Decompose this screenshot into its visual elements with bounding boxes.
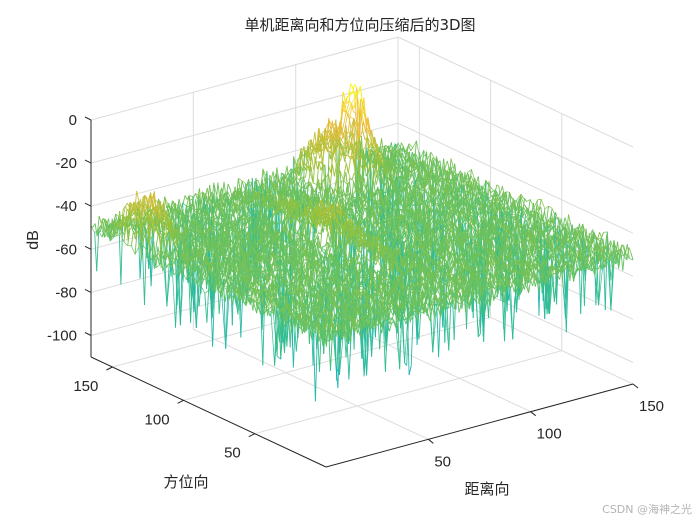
tick-labels: 0 -20 -40 -60 -80 -100 50 100 150 50 100 150 [47,112,664,470]
chart-title: 单机距离向和方位向压缩后的3D图 [244,16,475,34]
x-tick [530,411,537,417]
axes-lines [84,116,639,468]
z-tick [84,202,92,207]
z-tick-label: -60 [55,241,77,258]
x-axis-line [325,383,634,468]
grid-line-x [397,273,634,385]
z-tick [84,159,92,164]
y-tick-label: 150 [73,378,98,395]
z-tick-label: -100 [47,327,77,344]
x-tick-label: 50 [434,453,451,470]
z-tick-label: -80 [55,284,77,301]
surface-mesh [90,83,634,402]
x-tick-label: 150 [639,398,664,415]
y-tick-label: 100 [145,411,170,428]
grid-line-z [397,79,634,191]
y-tick [248,433,256,438]
z-tick [84,332,92,336]
grid-line-x [193,328,429,440]
z-tick-label: -40 [55,198,77,215]
grid-line-z [397,252,634,363]
x-tick-label: 100 [537,426,562,443]
grid-line-z [397,36,634,148]
x-tick [427,438,434,444]
y-axis-label: 方位向 [163,473,208,491]
x-axis-label: 距离向 [464,480,509,498]
z-tick [84,116,92,121]
grid-line-z [90,79,399,164]
grid-line-z [90,36,399,121]
y-tick-label: 50 [224,445,241,462]
watermark: CSDN @海神之光 [602,503,692,516]
z-tick [84,288,92,293]
y-tick [177,399,184,404]
z-axis-label: dB [25,230,42,250]
z-tick-label: -20 [55,155,77,172]
y-axis-line [90,356,327,468]
grid-line-z [397,122,634,234]
z-tick [84,245,92,250]
x-tick [632,383,639,389]
grid-line-y [254,350,562,435]
y-tick [106,366,113,371]
z-tick-label: 0 [69,112,77,129]
